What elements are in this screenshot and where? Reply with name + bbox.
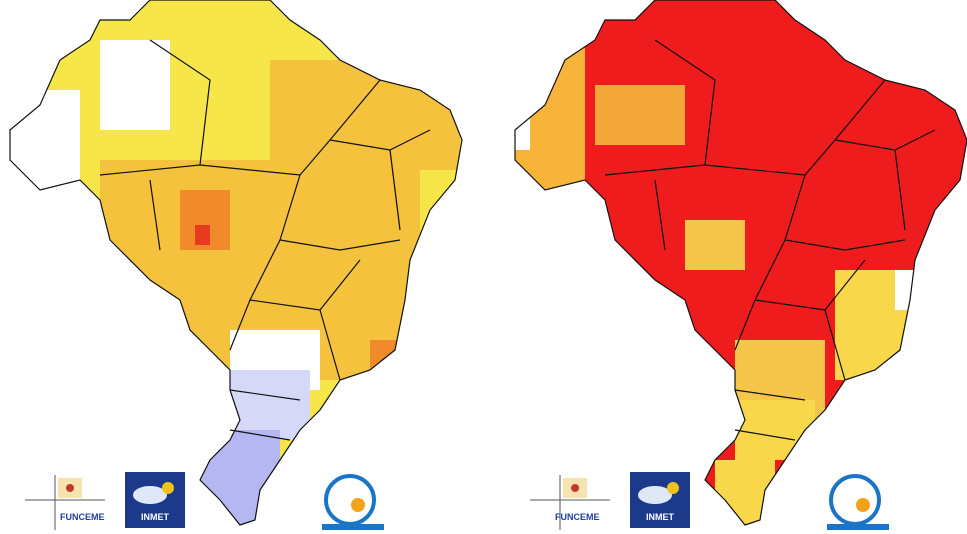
funceme-logo: FUNCEME bbox=[530, 475, 610, 530]
funceme-label: FUNCEME bbox=[555, 512, 600, 522]
inmet-label: INMET bbox=[141, 512, 170, 522]
map-left bbox=[9, 0, 463, 526]
inmet-logo: INMET bbox=[630, 472, 690, 528]
inmet-logo: INMET bbox=[125, 472, 185, 528]
logos-left: FUNCEME INMET bbox=[25, 472, 384, 530]
map-right bbox=[514, 0, 967, 526]
funceme-logo: FUNCEME bbox=[25, 475, 105, 530]
inmet-label: INMET bbox=[646, 512, 675, 522]
funceme-label: FUNCEME bbox=[60, 512, 105, 522]
inpe-logo bbox=[322, 474, 384, 530]
logos-right: FUNCEME INMET bbox=[530, 472, 889, 530]
inpe-logo bbox=[827, 474, 889, 530]
